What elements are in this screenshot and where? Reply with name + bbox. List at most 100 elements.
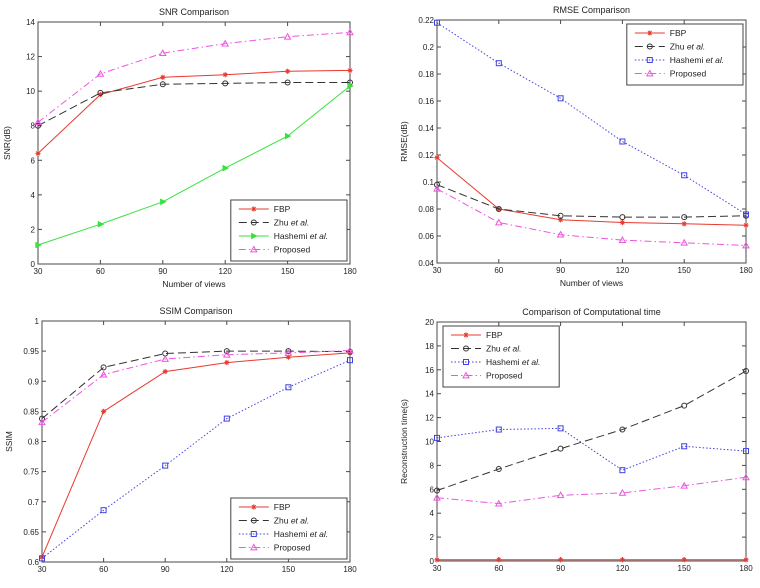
legend-label: Zhu et al.	[274, 218, 309, 228]
x-tick-label: 30	[433, 564, 442, 573]
y-tick-label: 4	[430, 509, 435, 518]
axes: 30 60 90 120 150 180 0 2 4 6 8 10 12 14	[26, 18, 357, 276]
series-zhu-et-al	[39, 348, 353, 422]
legend-label: FBP	[486, 330, 503, 340]
y-tick-label: 0.9	[28, 377, 40, 386]
series-hashemi-et-al	[39, 357, 353, 562]
x-tick-label: 90	[158, 267, 167, 276]
y-tick-label: 0.8	[28, 438, 40, 447]
x-tick-label: 180	[739, 266, 753, 275]
y-tick-label: 0.85	[23, 407, 39, 416]
y-axis-label: Reconstruction time(s)	[399, 399, 409, 484]
computational-time-chart: 30 60 90 120 150 180 0 2 4 6 8 10 12 14 16 18 20 Comparis…	[380, 294, 760, 588]
series-proposed	[433, 473, 750, 507]
y-tick-label: 0.14	[418, 124, 434, 133]
y-axis-label: SSIM	[4, 431, 14, 452]
x-tick-label: 30	[433, 266, 442, 275]
legend-label: FBP	[670, 28, 687, 38]
legend-label: Zhu et al.	[486, 344, 521, 354]
axes: 30 60 90 120 150 180 0.6 0.65 0.7 0.75 0.8 0.85 0.9 0…	[23, 317, 357, 574]
x-tick-label: 180	[343, 565, 357, 574]
x-tick-label: 120	[616, 266, 630, 275]
y-tick-label: 12	[425, 414, 434, 423]
ssim-comparison-chart: 30 60 90 120 150 180 0.6 0.65 0.7 0.75 0.8 0.85 0.9 0…	[0, 294, 380, 588]
y-tick-label: 0.75	[23, 468, 39, 477]
snr-comparison-chart: 30 60 90 120 150 180 0 2 4 6 8 10 12 14 SNR Comparison…	[0, 0, 380, 294]
legend: FBP Zhu et al. Hashemi et al. Proposed	[626, 23, 744, 86]
y-tick-label: 0.95	[23, 347, 39, 356]
y-tick-label: 20	[425, 318, 434, 327]
y-tick-label: 0.2	[423, 43, 435, 52]
y-tick-label: 0.65	[23, 528, 39, 537]
x-axis-label: Number of views	[162, 279, 225, 289]
y-tick-label: 10	[425, 438, 434, 447]
legend-label: Proposed	[670, 69, 707, 79]
legend-label: Hashemi et al.	[486, 357, 540, 367]
y-tick-label: 2	[430, 533, 435, 542]
x-tick-label: 180	[739, 564, 753, 573]
y-tick-label: 16	[425, 366, 434, 375]
x-tick-label: 60	[494, 564, 503, 573]
y-tick-label: 0.6	[28, 558, 40, 567]
y-tick-label: 0.1	[423, 178, 435, 187]
y-tick-label: 4	[31, 191, 36, 200]
legend: FBP Zhu et al. Hashemi et al. Proposed	[230, 497, 348, 560]
y-tick-label: 0.04	[418, 259, 434, 268]
legend-label: Proposed	[274, 543, 311, 553]
y-tick-label: 2	[31, 225, 36, 234]
x-tick-label: 150	[678, 564, 692, 573]
y-axis-label: SNR(dB)	[2, 126, 12, 160]
series-fbp	[35, 67, 353, 156]
x-tick-label: 150	[678, 266, 692, 275]
legend-label: Hashemi et al.	[670, 55, 724, 65]
x-tick-label: 90	[556, 564, 565, 573]
x-tick-label: 120	[220, 565, 234, 574]
legend-label: Zhu et al.	[670, 42, 705, 52]
x-tick-label: 60	[99, 565, 108, 574]
x-tick-label: 60	[494, 266, 503, 275]
series-hashemi-et-al	[35, 82, 354, 249]
y-tick-label: 0.22	[418, 16, 434, 25]
y-tick-label: 10	[26, 87, 35, 96]
y-tick-label: 14	[26, 18, 35, 27]
y-tick-label: 8	[430, 461, 435, 470]
y-tick-label: 0.12	[418, 151, 434, 160]
y-tick-label: 1	[35, 317, 40, 326]
y-tick-label: 0.18	[418, 70, 434, 79]
series-proposed	[38, 346, 354, 426]
series-zhu-et-al	[434, 181, 749, 221]
x-tick-label: 120	[219, 267, 233, 276]
x-tick-label: 30	[38, 565, 47, 574]
legend-label: Proposed	[274, 245, 311, 255]
rmse-comparison-chart: 30 60 90 120 150 180 0.04 0.06 0.08 0.1 0.12 0.14 0.…	[380, 0, 760, 294]
y-tick-label: 18	[425, 342, 434, 351]
axes: 30 60 90 120 150 180 0 2 4 6 8 10 12 14 16 18 20	[425, 318, 753, 573]
y-tick-label: 8	[31, 122, 36, 131]
y-tick-label: 14	[425, 390, 434, 399]
legend-label: Zhu et al.	[274, 516, 309, 526]
y-tick-label: 12	[26, 53, 35, 62]
y-tick-label: 0.16	[418, 97, 434, 106]
chart-title: Comparison of Computational time	[522, 307, 661, 317]
x-axis-label: Number of views	[560, 278, 623, 288]
y-tick-label: 0	[430, 557, 435, 566]
ssim-comparison-svg: 30 60 90 120 150 180 0.6 0.65 0.7 0.75 0.8 0.85 0.9 0…	[4, 306, 357, 574]
x-tick-label: 30	[34, 267, 43, 276]
chart-title: SNR Comparison	[159, 7, 229, 17]
snr-comparison-svg: 30 60 90 120 150 180 0 2 4 6 8 10 12 14 SNR Comparison…	[2, 7, 357, 289]
y-tick-label: 0	[31, 260, 36, 269]
y-tick-label: 0.08	[418, 205, 434, 214]
series-proposed	[433, 184, 750, 249]
x-tick-label: 180	[343, 267, 357, 276]
computational-time-svg: 30 60 90 120 150 180 0 2 4 6 8 10 12 14 16 18 20 Comparis…	[399, 307, 753, 573]
series-hashemi-et-al	[434, 425, 749, 474]
y-tick-label: 6	[31, 156, 36, 165]
x-tick-label: 90	[556, 266, 565, 275]
x-tick-label: 60	[96, 267, 105, 276]
legend-label: FBP	[274, 502, 291, 512]
series-zhu-et-al	[35, 79, 353, 129]
rmse-comparison-svg: 30 60 90 120 150 180 0.04 0.06 0.08 0.1 0.12 0.14 0.…	[399, 5, 753, 288]
y-tick-label: 0.06	[418, 232, 434, 241]
x-tick-label: 150	[282, 565, 296, 574]
